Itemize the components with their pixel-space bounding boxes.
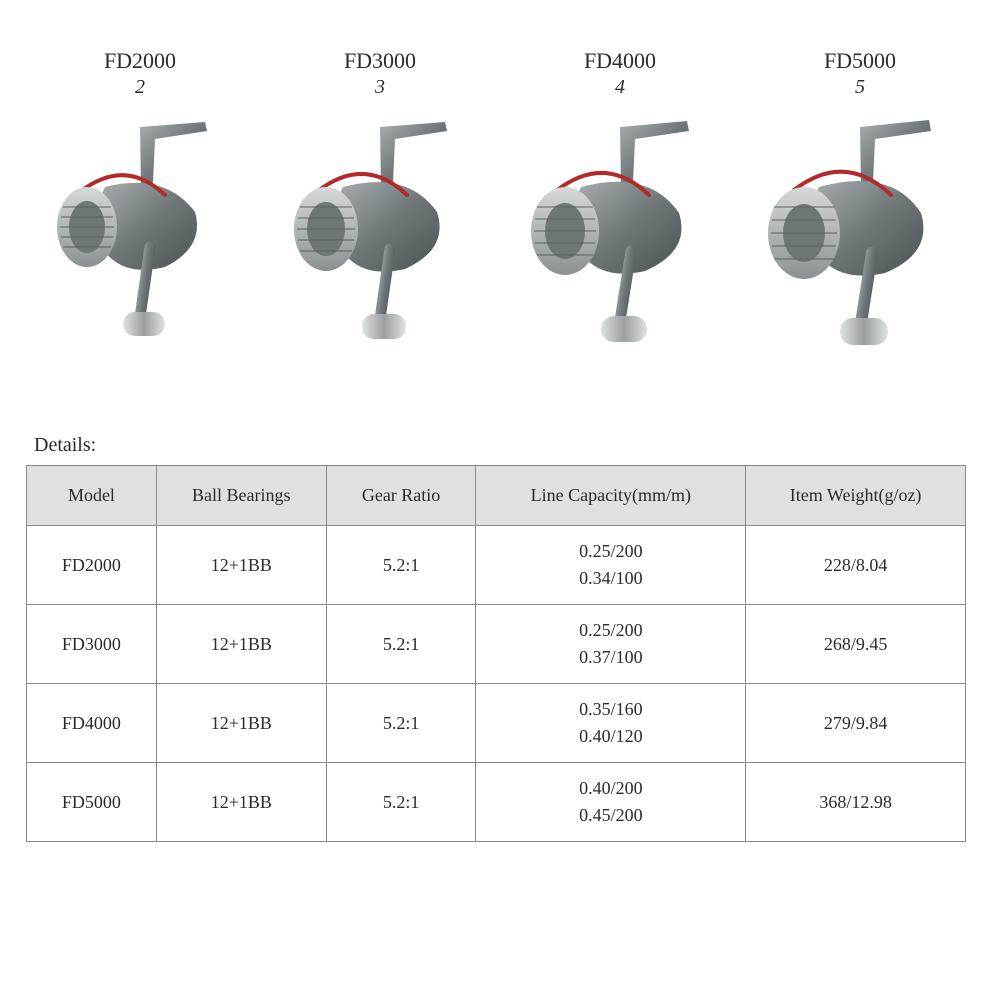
- cell-line-2: 0.37/100: [480, 644, 741, 671]
- cell-line-1: 0.35/160: [480, 696, 741, 723]
- cell-gear: 5.2:1: [326, 526, 476, 605]
- model-index: 3: [270, 76, 490, 99]
- product-card: FD2000 2: [30, 48, 250, 390]
- cell-model: FD3000: [27, 605, 157, 684]
- cell-gear: 5.2:1: [326, 763, 476, 842]
- product-image: [765, 117, 955, 347]
- col-header-line: Line Capacity(mm/m): [476, 466, 746, 526]
- cell-model: FD5000: [27, 763, 157, 842]
- specs-table: Model Ball Bearings Gear Ratio Line Capa…: [26, 465, 966, 842]
- model-index: 5: [750, 76, 970, 99]
- table-row: FD3000 12+1BB 5.2:1 0.25/200 0.37/100 26…: [27, 605, 966, 684]
- product-image: [45, 117, 235, 347]
- model-name: FD4000: [510, 48, 730, 74]
- details-heading: Details:: [0, 410, 1000, 465]
- cell-bearings: 12+1BB: [156, 763, 326, 842]
- product-image: [525, 117, 715, 347]
- cell-model: FD2000: [27, 526, 157, 605]
- cell-weight: 268/9.45: [746, 605, 966, 684]
- col-header-gear: Gear Ratio: [326, 466, 476, 526]
- cell-bearings: 12+1BB: [156, 684, 326, 763]
- model-index: 2: [30, 76, 250, 99]
- product-card: FD3000 3: [270, 48, 490, 390]
- product-image: [285, 117, 475, 347]
- cell-line-2: 0.45/200: [480, 802, 741, 829]
- cell-gear: 5.2:1: [326, 605, 476, 684]
- cell-bearings: 12+1BB: [156, 605, 326, 684]
- cell-gear: 5.2:1: [326, 684, 476, 763]
- cell-line: 0.25/200 0.34/100: [476, 526, 746, 605]
- cell-line-1: 0.25/200: [480, 617, 741, 644]
- table-row: FD4000 12+1BB 5.2:1 0.35/160 0.40/120 27…: [27, 684, 966, 763]
- product-card: FD5000 5: [750, 48, 970, 390]
- table-row: FD2000 12+1BB 5.2:1 0.25/200 0.34/100 22…: [27, 526, 966, 605]
- cell-bearings: 12+1BB: [156, 526, 326, 605]
- cell-model: FD4000: [27, 684, 157, 763]
- table-header-row: Model Ball Bearings Gear Ratio Line Capa…: [27, 466, 966, 526]
- model-name: FD5000: [750, 48, 970, 74]
- col-header-weight: Item Weight(g/oz): [746, 466, 966, 526]
- cell-line: 0.40/200 0.45/200: [476, 763, 746, 842]
- model-name: FD2000: [30, 48, 250, 74]
- model-index: 4: [510, 76, 730, 99]
- cell-weight: 368/12.98: [746, 763, 966, 842]
- cell-line-2: 0.40/120: [480, 723, 741, 750]
- cell-line-1: 0.40/200: [480, 775, 741, 802]
- col-header-model: Model: [27, 466, 157, 526]
- product-card: FD4000 4: [510, 48, 730, 390]
- cell-line-2: 0.34/100: [480, 565, 741, 592]
- cell-line: 0.25/200 0.37/100: [476, 605, 746, 684]
- cell-line: 0.35/160 0.40/120: [476, 684, 746, 763]
- col-header-bearings: Ball Bearings: [156, 466, 326, 526]
- cell-weight: 228/8.04: [746, 526, 966, 605]
- model-name: FD3000: [270, 48, 490, 74]
- cell-line-1: 0.25/200: [480, 538, 741, 565]
- table-row: FD5000 12+1BB 5.2:1 0.40/200 0.45/200 36…: [27, 763, 966, 842]
- cell-weight: 279/9.84: [746, 684, 966, 763]
- product-row: FD2000 2: [0, 0, 1000, 410]
